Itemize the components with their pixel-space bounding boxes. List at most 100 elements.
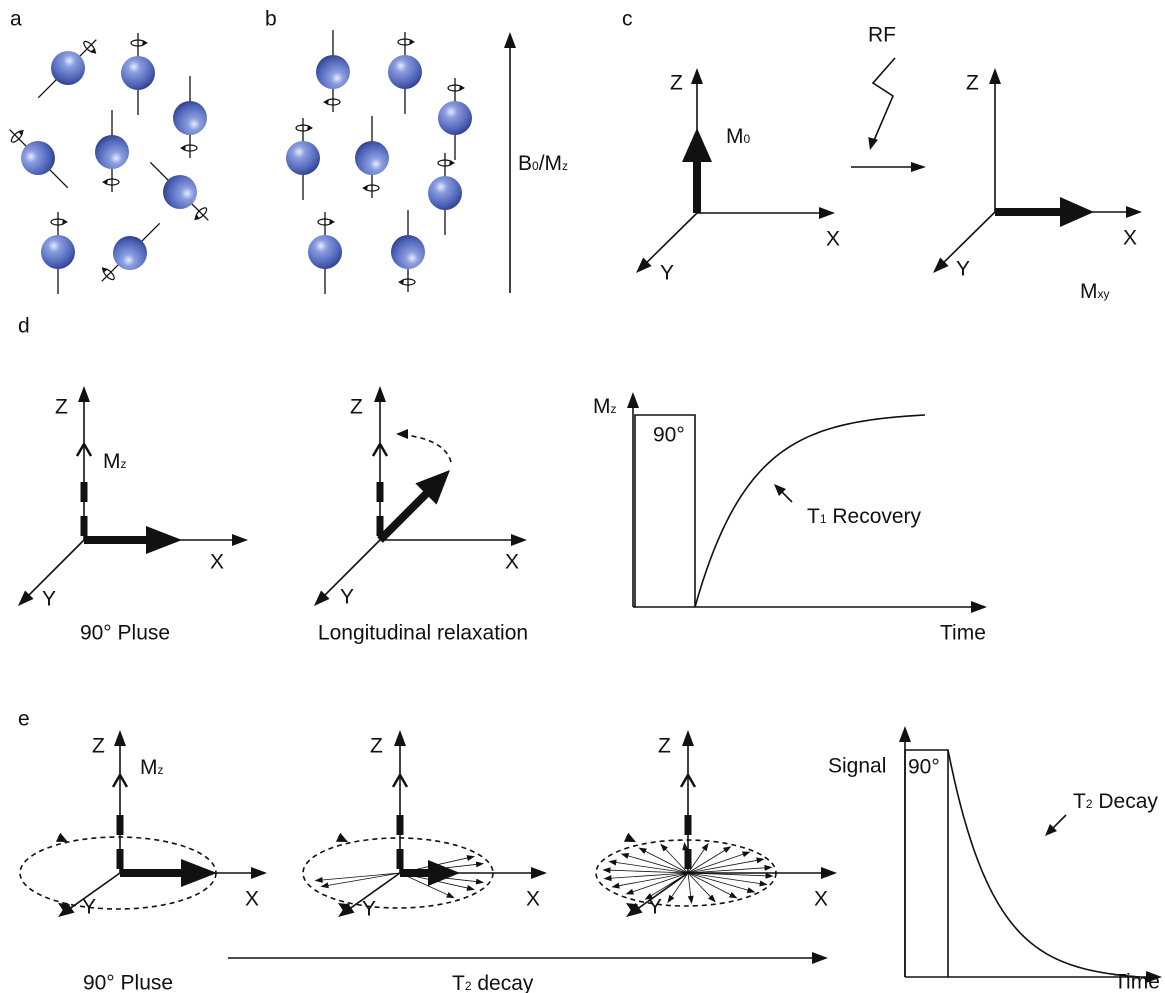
- curve-label: T1 Recovery: [807, 505, 922, 528]
- field-label: B0/Mz: [518, 152, 568, 175]
- dephasing-vector-head: [764, 865, 772, 871]
- dephasing-vector-head: [729, 892, 737, 898]
- relaxation-path: [405, 435, 451, 462]
- spin-ball: [355, 141, 389, 175]
- magnetization-vector-head: [682, 128, 712, 162]
- dephasing-vector: [319, 873, 400, 880]
- z-axis-head: [691, 68, 703, 84]
- panel-label: d: [18, 315, 30, 338]
- curve-label: T2 Decay: [1073, 790, 1158, 813]
- caption: 90° Pluse: [83, 972, 173, 993]
- precession-head: [336, 833, 348, 842]
- z-label: Z: [658, 735, 671, 758]
- graph-x-label: Time: [1114, 971, 1160, 993]
- x-axis-head: [232, 534, 248, 546]
- x-axis-head: [511, 534, 527, 546]
- spin-ball: [428, 176, 462, 210]
- curve-label-main: T: [1073, 790, 1086, 813]
- z-label: Z: [670, 72, 683, 95]
- spin-precession-head: [409, 39, 415, 45]
- dephasing-vector: [625, 855, 688, 873]
- z-axis-head: [394, 730, 406, 746]
- vector-label: Mz: [103, 450, 127, 473]
- vector-label: Mz: [140, 756, 164, 779]
- dephasing-vector-head: [747, 887, 756, 893]
- x-axis-head: [819, 207, 835, 219]
- panel-label: b: [265, 8, 277, 31]
- spin: [173, 76, 207, 158]
- vector-label-sub: z: [121, 457, 127, 471]
- dephasing-vector: [688, 873, 691, 899]
- dephasing-vector-head: [611, 883, 619, 889]
- precession-head: [56, 833, 68, 842]
- timeline-label-suffix: decay: [472, 972, 534, 993]
- caption: 90° Pluse: [80, 622, 170, 645]
- spin-ball: [121, 56, 155, 90]
- dephasing-vector-head: [759, 881, 767, 887]
- x-label: X: [210, 551, 224, 574]
- spin: [316, 30, 350, 112]
- dephasing-vector: [688, 868, 768, 873]
- y-label: Y: [660, 262, 674, 285]
- field-label-sub: z: [562, 159, 568, 173]
- dephasing-vector-head: [467, 885, 475, 891]
- graph-x-label: Time: [940, 622, 986, 645]
- spin-ball: [316, 55, 350, 89]
- x-label: X: [1123, 227, 1137, 250]
- spin: [391, 210, 425, 292]
- dephasing-vector-head: [723, 846, 731, 853]
- dephasing-vector-head: [742, 851, 751, 857]
- spin-precession-head: [142, 40, 148, 46]
- spin: [0, 118, 80, 200]
- spin-ball: [95, 135, 129, 169]
- dephasing-vector-head: [702, 843, 709, 851]
- dephasing-vector-head: [688, 896, 694, 904]
- rf-bolt: [872, 58, 895, 145]
- y-label: Y: [956, 258, 970, 281]
- spin: [438, 78, 472, 160]
- x-label: X: [814, 888, 828, 911]
- y-axis: [643, 213, 697, 266]
- pulse-label: RF: [868, 24, 896, 47]
- z-axis-head: [114, 730, 126, 746]
- spin: [26, 28, 108, 110]
- y-label: Y: [362, 898, 376, 921]
- spin-ball: [388, 55, 422, 89]
- curve-label-main: T: [807, 505, 820, 528]
- x-label: X: [526, 888, 540, 911]
- spin-ball: [173, 101, 207, 135]
- spin: [308, 212, 342, 294]
- spin-precession-head: [90, 47, 98, 55]
- z-axis-head: [374, 386, 386, 402]
- vector-label: M0: [726, 125, 751, 148]
- vector-label-main: M: [1080, 280, 1098, 303]
- field-arrow-head: [504, 32, 516, 48]
- spin-precession-head: [307, 125, 313, 131]
- z-label: Z: [55, 396, 68, 419]
- graph-y-label: Mz: [593, 395, 617, 418]
- z-label: Z: [370, 735, 383, 758]
- y-label: Y: [340, 586, 354, 609]
- y-axis-head: [899, 726, 911, 742]
- spin-precession-head: [62, 219, 68, 225]
- vector-label-sub: z: [158, 763, 164, 777]
- timeline-label-main: T: [452, 972, 465, 993]
- dephasing-vector: [608, 873, 688, 878]
- timeline-arrow-head: [812, 952, 828, 964]
- x-label: X: [505, 551, 519, 574]
- x-axis-head: [971, 601, 987, 613]
- spin-precession-head: [449, 160, 455, 166]
- relaxation-path-head: [396, 429, 408, 439]
- spin-ball: [438, 101, 472, 135]
- spin-precession-head: [398, 279, 404, 285]
- curve-label-suffix: Recovery: [827, 505, 922, 528]
- spin-precession-head: [17, 128, 25, 136]
- spin-ball: [41, 235, 75, 269]
- spin: [95, 110, 129, 192]
- dephasing-vector-head: [446, 892, 455, 898]
- z-axis-head: [78, 386, 90, 402]
- z-label: Z: [966, 72, 979, 95]
- dephasing-vector: [670, 873, 688, 899]
- spin: [138, 150, 220, 232]
- magnetization-vector-head: [1060, 197, 1094, 227]
